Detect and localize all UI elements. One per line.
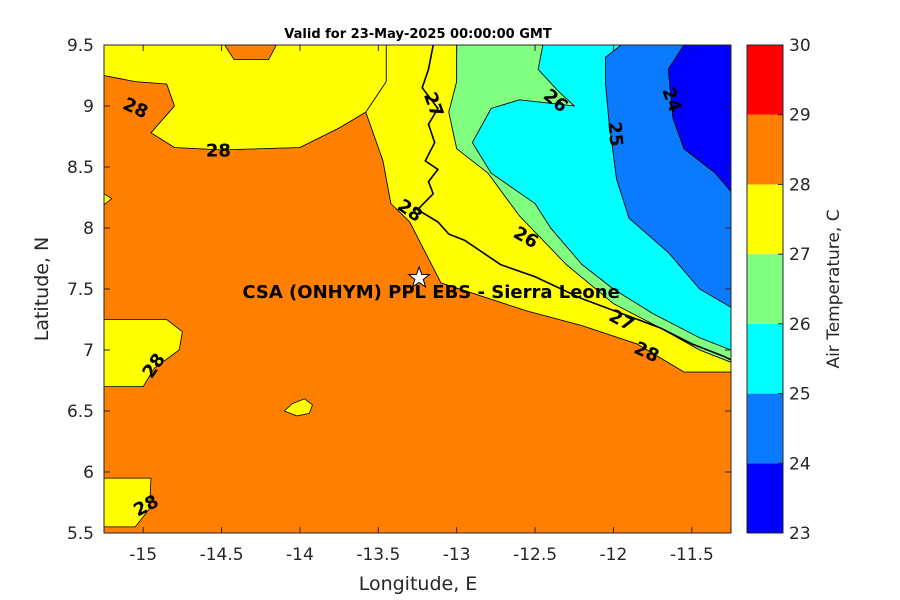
colorbar-tick-label: 25 <box>789 385 811 405</box>
y-tick-label: 6 <box>83 463 94 483</box>
x-tick-label: -12.5 <box>513 545 557 565</box>
x-tick-label: -15 <box>129 545 157 565</box>
colorbar-tick-label: 29 <box>789 106 811 126</box>
y-tick-label: 6.5 <box>67 402 94 422</box>
contour-label: 28 <box>206 141 231 162</box>
colorbar <box>747 45 783 533</box>
colorbar-tick-label: 24 <box>789 454 811 474</box>
colorbar-band <box>747 393 783 464</box>
x-tick-label: -13 <box>443 545 471 565</box>
x-tick-label: -12 <box>600 545 628 565</box>
contour-region-27 <box>104 45 387 151</box>
contour-region-27 <box>104 319 183 388</box>
colorbar-tick-label: 28 <box>789 175 811 195</box>
contour-region-27 <box>104 477 152 528</box>
colorbar-label: Air Temperature, C <box>824 209 844 368</box>
contour-region-27 <box>104 193 113 206</box>
x-axis-label: Longitude, E <box>359 573 478 595</box>
colorbar-tick-label: 27 <box>789 245 811 265</box>
y-axis-label: Latitude, N <box>31 237 53 342</box>
y-tick-label: 8.5 <box>67 158 94 178</box>
y-tick-label: 8 <box>83 219 94 239</box>
y-tick-label: 9.5 <box>67 36 94 56</box>
y-tick-label: 7 <box>83 341 94 361</box>
coastline <box>416 45 731 361</box>
contour-region-23 <box>667 45 731 193</box>
site-star-icon[interactable] <box>407 265 431 289</box>
contour-region-28 <box>224 45 277 60</box>
y-tick-label: 7.5 <box>67 280 94 300</box>
y-tick-label: 9 <box>83 97 94 117</box>
x-tick-label: -14.5 <box>200 545 244 565</box>
site-marker-group: CSA (ONHYM) PPL EBS - Sierra Leone <box>242 265 620 303</box>
y-tick-label: 5.5 <box>67 524 94 544</box>
colorbar-band <box>747 114 783 185</box>
x-tick-label: -14 <box>286 545 314 565</box>
contour-region-27 <box>283 398 313 417</box>
x-tick-label: -13.5 <box>356 545 400 565</box>
colorbar-frame <box>746 44 784 534</box>
coastline-layer <box>416 45 731 361</box>
colorbar-tick-label: 30 <box>789 36 811 56</box>
colorbar-tick-label: 23 <box>789 524 811 544</box>
colorbar-tick-label: 26 <box>789 315 811 335</box>
y-axis-ticks: 5.5 6 6.5 7 7.5 8 8.5 9 9.5 <box>67 36 731 544</box>
colorbar-band <box>747 323 783 394</box>
colorbar-band <box>747 184 783 255</box>
colorbar-band <box>747 45 783 115</box>
colorbar-band <box>747 463 783 533</box>
x-tick-label: -11.5 <box>670 545 714 565</box>
site-label: CSA (ONHYM) PPL EBS - Sierra Leone <box>242 282 619 303</box>
temperature-contour-fill <box>104 45 731 533</box>
colorbar-band <box>747 254 783 324</box>
colorbar-ticks: 23 24 25 26 27 28 29 30 <box>778 36 811 544</box>
map-title: Valid for 23-May-2025 00:00:00 GMT <box>284 27 552 42</box>
x-axis-ticks: -15 -14.5 -14 -13.5 -13 -12.5 -12 -11.5 <box>129 45 714 565</box>
contour-label: 25 <box>603 121 626 148</box>
